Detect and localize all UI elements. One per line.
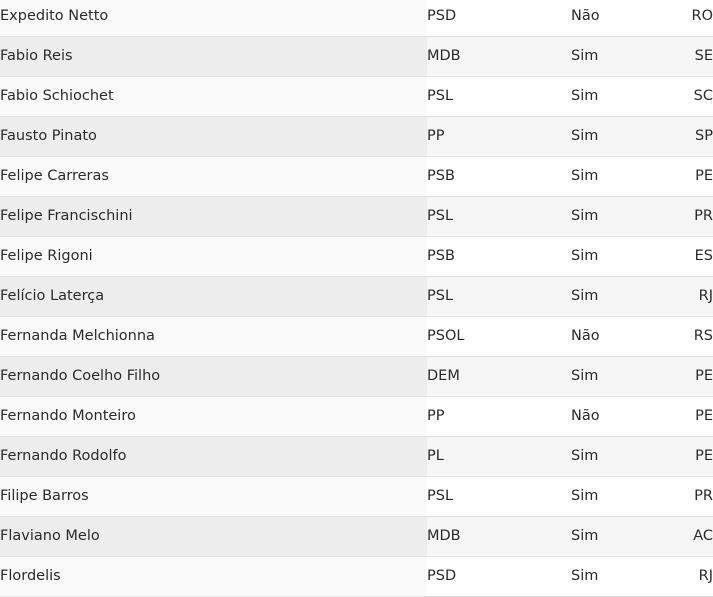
cell-deputy-name: Flaviano Melo: [0, 516, 427, 557]
cell-vote: Sim: [571, 76, 657, 117]
cell-uf: PR: [657, 196, 713, 237]
cell-uf: PE: [657, 356, 713, 397]
cell-party: PP: [427, 396, 571, 437]
cell-vote: Não: [571, 0, 657, 37]
cell-uf: ES: [657, 236, 713, 277]
cell-party: PSB: [427, 236, 571, 277]
cell-uf: AC: [657, 516, 713, 557]
table-row: Expedito Netto PSD Não RO: [0, 0, 713, 37]
table-row: Fernando Monteiro PP Não PE: [0, 396, 713, 437]
cell-vote: Sim: [571, 156, 657, 197]
cell-uf: PR: [657, 476, 713, 517]
table-row: Fernanda Melchionna PSOL Não RS: [0, 316, 713, 357]
cell-party: PL: [427, 436, 571, 477]
cell-deputy-name: Fausto Pinato: [0, 116, 427, 157]
cell-vote: Sim: [571, 196, 657, 237]
cell-uf: RO: [657, 0, 713, 37]
cell-deputy-name: Fernando Rodolfo: [0, 436, 427, 477]
cell-vote: Sim: [571, 276, 657, 317]
table-row: Filipe Barros PSL Sim PR: [0, 476, 713, 517]
cell-vote: Sim: [571, 36, 657, 77]
cell-party: PSL: [427, 196, 571, 237]
cell-uf: RS: [657, 316, 713, 357]
cell-party: DEM: [427, 356, 571, 397]
table-row: Felipe Rigoni PSB Sim ES: [0, 236, 713, 277]
cell-party: MDB: [427, 36, 571, 77]
cell-vote: Sim: [571, 476, 657, 517]
cell-deputy-name: Filipe Barros: [0, 476, 427, 517]
cell-uf: SE: [657, 36, 713, 77]
cell-deputy-name: Fernando Monteiro: [0, 396, 427, 437]
cell-party: PSL: [427, 476, 571, 517]
cell-uf: SC: [657, 76, 713, 117]
cell-deputy-name: Felício Laterça: [0, 276, 427, 317]
cell-party: PSL: [427, 76, 571, 117]
cell-deputy-name: Fabio Reis: [0, 36, 427, 77]
cell-vote: Sim: [571, 116, 657, 157]
cell-uf: RJ: [657, 556, 713, 597]
table-row: Fausto Pinato PP Sim SP: [0, 116, 713, 157]
cell-deputy-name: Expedito Netto: [0, 0, 427, 37]
cell-deputy-name: Flordelis: [0, 556, 427, 597]
cell-vote: Sim: [571, 236, 657, 277]
cell-vote: Sim: [571, 516, 657, 557]
cell-party: PSD: [427, 0, 571, 37]
cell-uf: PE: [657, 156, 713, 197]
cell-party: MDB: [427, 516, 571, 557]
cell-uf: RJ: [657, 276, 713, 317]
cell-party: PSL: [427, 276, 571, 317]
table-row: Fernando Rodolfo PL Sim PE: [0, 436, 713, 477]
table-row: Fernando Coelho Filho DEM Sim PE: [0, 356, 713, 397]
cell-party: PSB: [427, 156, 571, 197]
cell-vote: Sim: [571, 436, 657, 477]
table-row: Felipe Carreras PSB Sim PE: [0, 156, 713, 197]
cell-party: PP: [427, 116, 571, 157]
cell-deputy-name: Felipe Francischini: [0, 196, 427, 237]
cell-uf: PE: [657, 436, 713, 477]
cell-deputy-name: Felipe Carreras: [0, 156, 427, 197]
cell-deputy-name: Fernanda Melchionna: [0, 316, 427, 357]
cell-vote: Sim: [571, 356, 657, 397]
cell-vote: Sim: [571, 556, 657, 597]
cell-uf: SP: [657, 116, 713, 157]
table-row: Felipe Francischini PSL Sim PR: [0, 196, 713, 237]
cell-deputy-name: Fabio Schiochet: [0, 76, 427, 117]
cell-deputy-name: Felipe Rigoni: [0, 236, 427, 277]
table-row: Fabio Reis MDB Sim SE: [0, 36, 713, 77]
table-row: Fabio Schiochet PSL Sim SC: [0, 76, 713, 117]
table-row: Flordelis PSD Sim RJ: [0, 556, 713, 597]
cell-vote: Não: [571, 396, 657, 437]
table-row: Felício Laterça PSL Sim RJ: [0, 276, 713, 317]
cell-party: PSD: [427, 556, 571, 597]
cell-uf: PE: [657, 396, 713, 437]
cell-deputy-name: Fernando Coelho Filho: [0, 356, 427, 397]
table-row: Flaviano Melo MDB Sim AC: [0, 516, 713, 557]
cell-party: PSOL: [427, 316, 571, 357]
cell-vote: Não: [571, 316, 657, 357]
